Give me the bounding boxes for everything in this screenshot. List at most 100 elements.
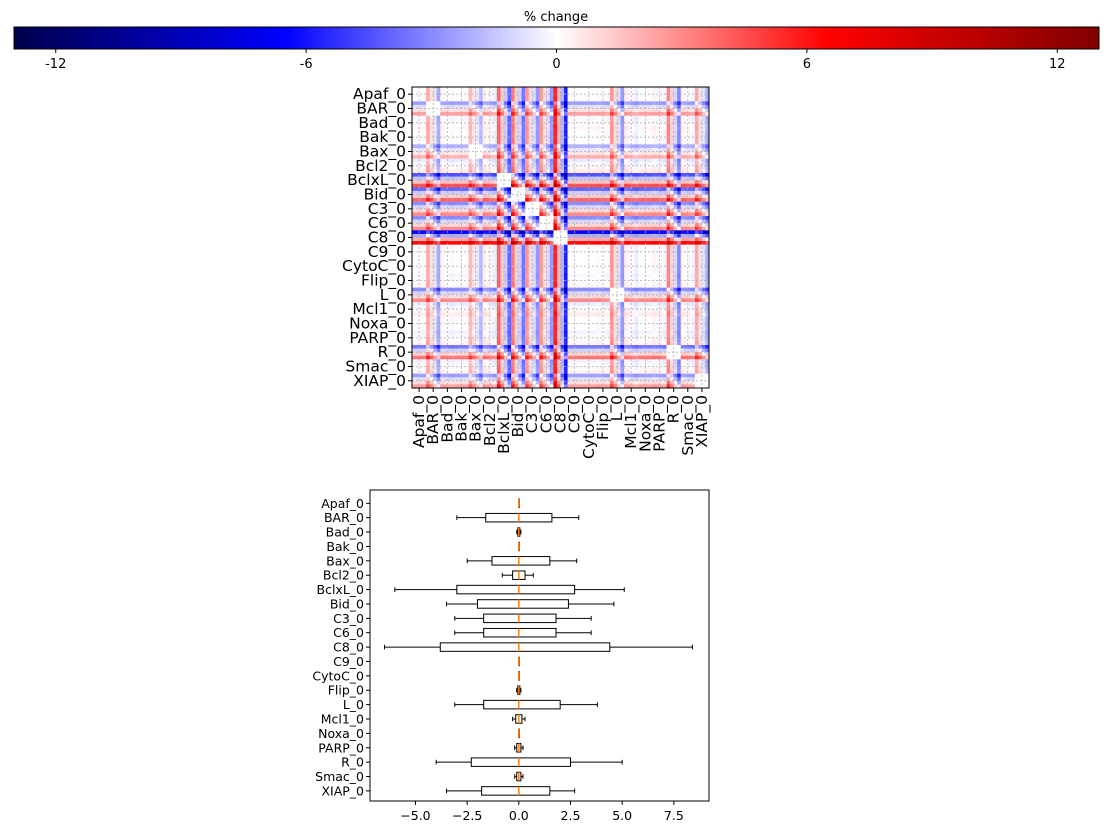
heatmap-cell-fill: [560, 147, 565, 152]
heatmap-cell-fill: [613, 158, 618, 163]
heatmap-cell-fill: [670, 119, 674, 124]
heatmap-cell-fill: [454, 87, 459, 91]
heatmap-cell-fill: [564, 212, 568, 217]
heatmap-cell-fill: [571, 205, 575, 210]
heatmap-cell-fill: [546, 137, 551, 142]
heatmap-cell-fill: [542, 130, 547, 134]
heatmap-cell-fill: [694, 108, 699, 113]
heatmap-cell-fill: [677, 208, 682, 213]
heatmap-cell-fill: [648, 266, 653, 271]
heatmap-cell-fill: [574, 162, 579, 167]
heatmap-cell-fill: [532, 151, 537, 156]
heatmap-cell-fill: [652, 97, 657, 102]
heatmap-cell-fill: [574, 112, 579, 116]
heatmap-cell-fill: [652, 266, 657, 271]
heatmap-cell-fill: [493, 198, 498, 202]
heatmap-cell-fill: [496, 198, 501, 202]
heatmap-cell-fill: [415, 165, 420, 170]
heatmap-cell-fill: [433, 201, 438, 206]
heatmap-cell-fill: [599, 255, 604, 260]
heatmap-cell-fill: [429, 173, 434, 177]
heatmap-cell-fill: [560, 262, 565, 267]
heatmap-cell-fill: [694, 144, 699, 149]
heatmap-cell-fill: [419, 112, 423, 116]
heatmap-cell-fill: [652, 262, 657, 267]
heatmap-cell-fill: [429, 248, 434, 253]
heatmap-cell-fill: [440, 162, 445, 167]
heatmap-cell-fill: [588, 147, 593, 152]
heatmap-cell-fill: [648, 158, 653, 163]
heatmap-cell-fill: [528, 251, 533, 256]
heatmap-cell-fill: [419, 176, 423, 181]
heatmap-cell-fill: [599, 259, 604, 263]
heatmap-cell-fill: [638, 130, 643, 134]
heatmap-cell-fill: [528, 219, 533, 224]
heatmap-cell-fill: [638, 194, 643, 199]
heatmap-cell-fill: [620, 155, 625, 159]
heatmap-cell: [426, 87, 441, 102]
heatmap-cell-fill: [648, 201, 653, 206]
heatmap-cell: [652, 244, 667, 260]
heatmap-cell-fill: [617, 94, 621, 99]
heatmap-cell-fill: [443, 223, 448, 228]
heatmap-cell-fill: [592, 119, 597, 124]
heatmap-cell: [638, 201, 653, 217]
heatmap-cell-fill: [419, 298, 423, 303]
heatmap-cell-fill: [571, 255, 575, 260]
heatmap-cell-fill: [454, 255, 459, 260]
heatmap-cell-fill: [571, 280, 575, 285]
heatmap-cell-fill: [468, 194, 473, 199]
heatmap-cell-fill: [511, 255, 515, 260]
heatmap-cell-fill: [659, 233, 664, 238]
heatmap-cell-fill: [461, 255, 466, 260]
heatmap-cell-fill: [546, 259, 551, 263]
heatmap-cell-fill: [440, 126, 445, 131]
heatmap-cell-fill: [465, 90, 469, 95]
heatmap-cell-fill: [655, 269, 660, 274]
heatmap-cell-fill: [578, 90, 583, 95]
heatmap-cell-fill: [450, 276, 455, 281]
heatmap-cell-fill: [631, 201, 636, 206]
heatmap-cell: [440, 87, 455, 102]
heatmap-cell-fill: [539, 165, 544, 170]
heatmap-cell-fill: [447, 251, 452, 256]
heatmap-cell-fill: [468, 201, 473, 206]
heatmap-cell-fill: [655, 176, 660, 181]
heatmap-cell-fill: [503, 90, 508, 95]
heatmap-cell-fill: [468, 104, 473, 109]
heatmap-cell-fill: [426, 223, 430, 228]
heatmap-cell-fill: [528, 130, 533, 134]
heatmap-cell-fill: [472, 241, 476, 245]
heatmap-cell-fill: [663, 208, 667, 213]
heatmap-cell-fill: [496, 126, 501, 131]
heatmap-cell-fill: [652, 126, 657, 131]
heatmap-cell-fill: [567, 101, 572, 106]
heatmap-cell-fill: [450, 180, 455, 185]
heatmap-cell-fill: [595, 190, 600, 195]
heatmap-cell-fill: [553, 251, 558, 256]
heatmap-cell-fill: [532, 280, 537, 285]
heatmap-cell-fill: [457, 255, 462, 260]
heatmap-cell-fill: [553, 147, 558, 152]
heatmap-cell-fill: [564, 140, 568, 145]
heatmap-cell-fill: [648, 169, 653, 174]
heatmap-cell-fill: [532, 187, 537, 192]
heatmap-cell-fill: [610, 194, 614, 199]
heatmap-cell-fill: [617, 237, 621, 242]
heatmap-cell-fill: [701, 237, 706, 242]
heatmap-cell: [454, 201, 469, 217]
heatmap-cell-fill: [472, 198, 476, 202]
heatmap-cell-fill: [528, 94, 533, 99]
heatmap-cell-fill: [606, 108, 611, 113]
heatmap-cell-fill: [465, 176, 469, 181]
heatmap-cell-fill: [422, 155, 427, 159]
heatmap-cell-fill: [571, 201, 575, 206]
heatmap-cell-fill: [666, 269, 671, 274]
heatmap-cell-fill: [648, 187, 653, 192]
heatmap-cell: [638, 87, 653, 102]
heatmap-cell-fill: [670, 230, 674, 235]
heatmap-cell-fill: [701, 269, 706, 274]
heatmap-cell-fill: [433, 223, 438, 228]
heatmap-cell-fill: [684, 97, 689, 102]
heatmap-cell-fill: [419, 284, 423, 288]
